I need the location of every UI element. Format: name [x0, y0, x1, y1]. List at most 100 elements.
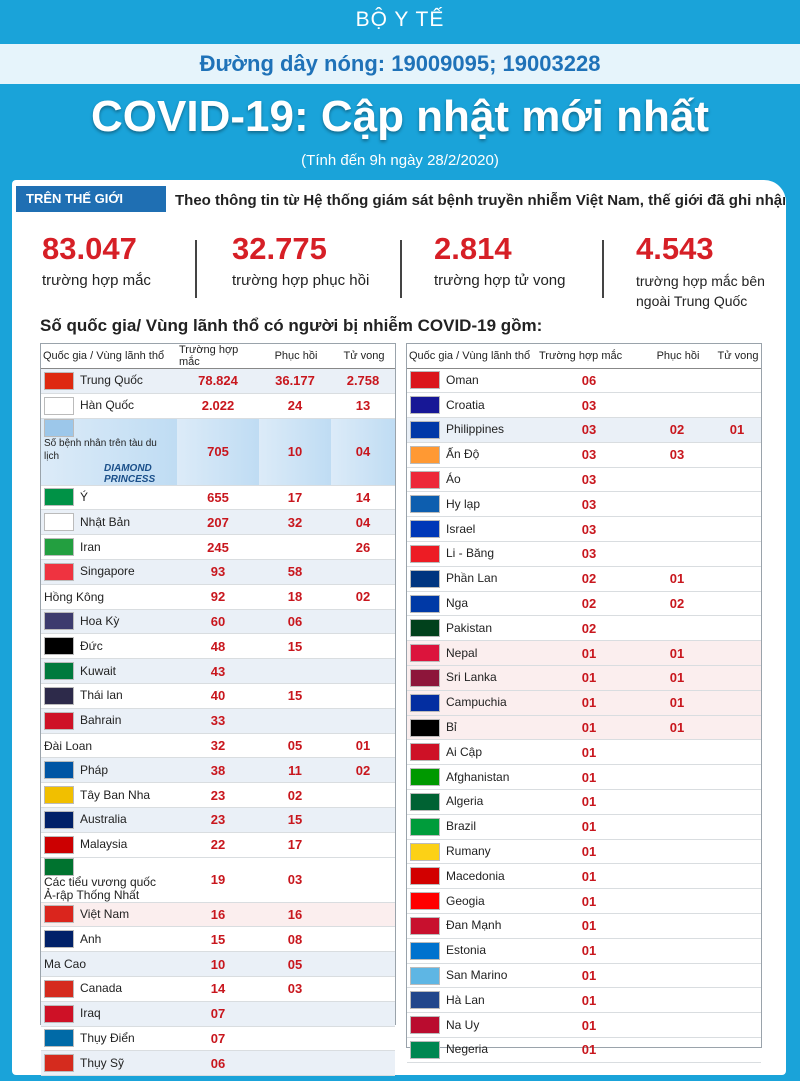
- country-name: Hà Lan: [446, 992, 485, 1007]
- table-row: Rumany 01: [407, 839, 761, 865]
- lebanon-flag-icon: [410, 544, 440, 563]
- deaths-value: [713, 739, 761, 766]
- country-cell: Pháp: [41, 757, 177, 784]
- countries-section-title: Số quốc gia/ Vùng lãnh thổ có người bị n…: [40, 316, 543, 335]
- country-name: Pakistan: [446, 620, 493, 635]
- country-name: Canada: [80, 981, 123, 996]
- country-name: Nepal: [446, 645, 478, 660]
- table-row: Israel 03: [407, 516, 761, 543]
- stat-divider: [400, 240, 402, 298]
- country-cell: Ấn Độ: [407, 442, 537, 468]
- recovered-value: 17: [259, 832, 331, 858]
- deaths-value: [331, 976, 395, 1002]
- recovered-value: 01: [641, 690, 713, 716]
- cases-value: 10: [177, 951, 259, 977]
- col-header-recovered: Phục hồi: [641, 344, 713, 369]
- country-cell: Hoa Kỳ: [41, 609, 177, 635]
- table-row: Thái lan 40 15: [41, 683, 395, 709]
- table-row: Bahrain 33: [41, 708, 395, 734]
- country-cell: Malaysia: [41, 832, 177, 858]
- country-name: Pháp: [80, 762, 109, 777]
- recovered-value: [641, 615, 713, 642]
- cases-value: 655: [177, 485, 259, 511]
- deaths-value: [331, 1026, 395, 1052]
- germany-flag-icon: [44, 637, 74, 656]
- table-row: Philippines 03 02 01: [407, 417, 761, 443]
- recovered-value: [641, 963, 713, 989]
- cases-value: 03: [537, 541, 641, 567]
- country-name: Bỉ: [446, 720, 457, 735]
- recovered-value: 01: [641, 640, 713, 667]
- cruise-ship-icon: [44, 418, 74, 437]
- netherlands-flag-icon: [410, 991, 440, 1010]
- country-name: Macedonia: [446, 868, 505, 883]
- recovered-value: [641, 467, 713, 493]
- country-cell: Negeria: [407, 1037, 537, 1063]
- deaths-value: [331, 951, 395, 977]
- country-cell: Geogia: [407, 888, 537, 915]
- country-cell: Australia: [41, 807, 177, 833]
- estonia-flag-icon: [410, 941, 440, 960]
- sri-lanka-flag-icon: [410, 668, 440, 687]
- country-name: Số bệnh nhân trên tàu du lịch: [44, 437, 157, 462]
- country-name: Ý: [80, 489, 89, 504]
- table-row: Hàn Quốc 2.022 24 13: [41, 393, 395, 419]
- cases-value: 15: [177, 926, 259, 953]
- recovered-value: [641, 913, 713, 939]
- cases-value: 01: [537, 640, 641, 667]
- deaths-value: 14: [331, 485, 395, 511]
- table-row: Đức 48 15: [41, 633, 395, 660]
- cases-value: 16: [177, 902, 259, 928]
- deaths-value: [331, 658, 395, 684]
- deaths-value: [331, 1050, 395, 1077]
- deaths-value: [331, 807, 395, 833]
- nepal-flag-icon: [410, 644, 440, 663]
- recovered-value: 02: [641, 591, 713, 617]
- recovered-value: [641, 789, 713, 815]
- country-name: Hàn Quốc: [80, 398, 135, 413]
- country-name: Nhật Bản: [80, 514, 131, 529]
- cases-value: 245: [177, 534, 259, 560]
- table-row: Algeria 01: [407, 789, 761, 815]
- cases-value: 01: [537, 963, 641, 989]
- cases-value: 01: [537, 789, 641, 815]
- table-row: Singapore 93 58: [41, 559, 395, 585]
- recovered-value: 32: [259, 509, 331, 536]
- cases-value: 03: [537, 417, 641, 443]
- country-cell: Việt Nam: [41, 902, 177, 928]
- cases-value: 03: [537, 491, 641, 518]
- country-cell: Canada: [41, 976, 177, 1002]
- deaths-value: 02: [331, 584, 395, 610]
- country-name: Thụy Sỹ: [80, 1055, 125, 1070]
- country-cell: Ý: [41, 485, 177, 511]
- country-cell: Afghanistan: [407, 764, 537, 791]
- cases-value: 02: [537, 615, 641, 642]
- nigeria-flag-icon: [410, 1040, 440, 1059]
- cambodia-flag-icon: [410, 693, 440, 712]
- table-row: Hà Lan 01: [407, 987, 761, 1014]
- recovered-value: [641, 888, 713, 915]
- recovered-value: 18: [259, 584, 331, 610]
- stat-label: trường hợp mắc: [42, 272, 151, 289]
- recovered-value: 36.177: [259, 368, 331, 394]
- col-header-cases: Trường hợp mắc: [177, 344, 259, 369]
- uk-flag-icon: [44, 930, 74, 949]
- deaths-value: [713, 863, 761, 890]
- cases-value: 02: [537, 566, 641, 592]
- uae-flag-icon: [44, 857, 74, 876]
- recovered-value: [259, 1026, 331, 1052]
- table-row: Anh 15 08: [41, 926, 395, 953]
- table-row: Ma Cao 10 05: [41, 951, 395, 977]
- country-cell: Campuchia: [407, 690, 537, 716]
- left-table-body: Trung Quốc 78.824 36.177 2.758 Hàn Quốc 2.022…: [41, 368, 395, 1077]
- deaths-value: 26: [331, 534, 395, 560]
- stat-recovered: 32.775 trường hợp phục hồi: [232, 232, 369, 291]
- country-cell: Singapore: [41, 559, 177, 585]
- deaths-value: [713, 814, 761, 840]
- country-cell: Tây Ban Nha: [41, 782, 177, 808]
- table-row: Na Uy 01: [407, 1012, 761, 1039]
- country-name: Việt Nam: [80, 906, 130, 921]
- update-date: (Tính đến 9h ngày 28/2/2020): [301, 152, 499, 169]
- deaths-value: [713, 987, 761, 1014]
- country-name: Thái lan: [80, 688, 123, 703]
